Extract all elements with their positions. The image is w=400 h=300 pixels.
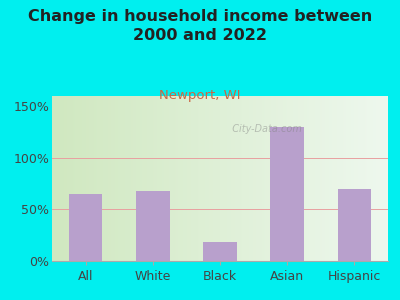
Bar [203, 242, 237, 261]
Bar [338, 189, 371, 261]
Bar [270, 127, 304, 261]
Text: City-Data.com: City-Data.com [226, 124, 302, 134]
Text: Change in household income between
2000 and 2022: Change in household income between 2000 … [28, 9, 372, 43]
Bar [69, 194, 102, 261]
Bar [136, 191, 170, 261]
Text: Newport, WI: Newport, WI [159, 88, 241, 101]
